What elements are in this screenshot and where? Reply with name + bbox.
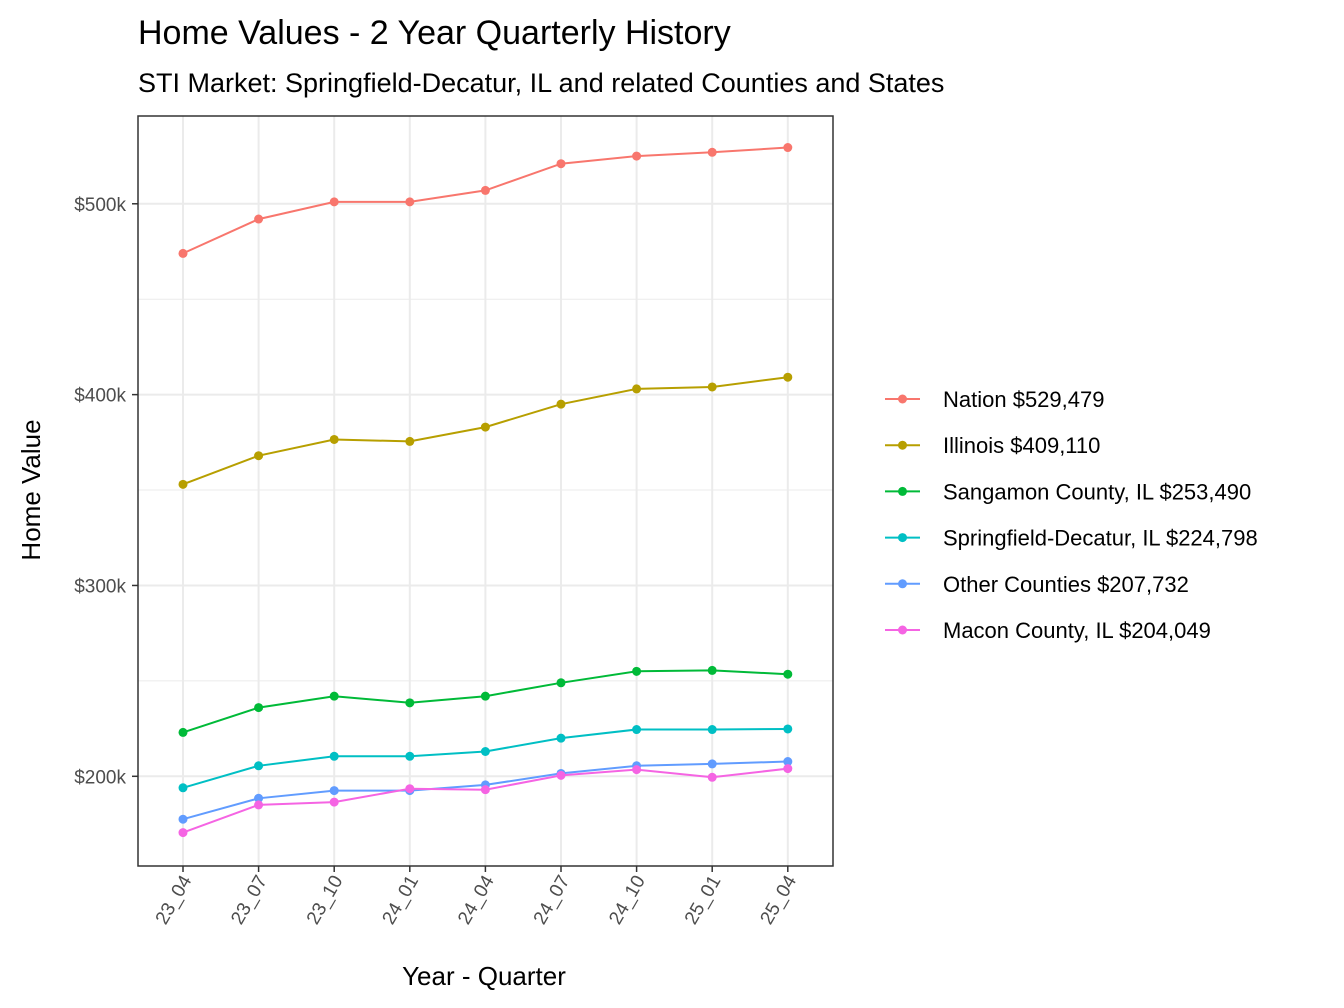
legend-label: Nation $529,479 — [943, 387, 1104, 412]
legend-key-point — [898, 533, 907, 543]
data-point — [556, 770, 566, 780]
legend-label: Springfield-Decatur, IL $224,798 — [943, 526, 1258, 551]
legend-item: Macon County, IL $204,049 — [885, 618, 1211, 643]
y-tick-label: $300k — [74, 576, 126, 597]
legend-key-point — [898, 394, 907, 404]
data-point — [329, 797, 339, 807]
x-tick-label: 24_10 — [605, 872, 650, 928]
y-tick-label: $500k — [74, 195, 126, 216]
legend-key-point — [898, 486, 907, 496]
chart-subtitle: STI Market: Springfield-Decatur, IL and … — [138, 68, 944, 98]
series-illinois — [178, 372, 793, 489]
data-point — [405, 698, 415, 708]
legend-item: Sangamon County, IL $253,490 — [885, 479, 1251, 504]
data-point — [329, 434, 339, 444]
x-tick-label: 23_04 — [152, 872, 197, 929]
data-point — [783, 724, 793, 734]
series-layer — [178, 143, 793, 838]
legend-item: Illinois $409,110 — [885, 433, 1100, 458]
data-point — [632, 765, 642, 775]
x-tick-label: 24_04 — [454, 872, 499, 929]
x-axis: 23_04 23_07 23_10 24_01 24_04 24_07 24_10 25_01… — [152, 866, 802, 929]
data-point — [632, 666, 642, 676]
data-point — [178, 479, 188, 489]
data-point — [254, 793, 264, 803]
chart-title: Home Values - 2 Year Quarterly History — [138, 14, 731, 52]
data-point — [178, 814, 188, 824]
data-point — [632, 151, 642, 161]
x-tick-label: 25_01 — [681, 872, 726, 928]
data-point — [480, 422, 490, 432]
data-point — [405, 436, 415, 446]
data-point — [783, 372, 793, 382]
data-point — [254, 761, 264, 771]
data-point — [178, 727, 188, 737]
x-tick-label: 25_04 — [757, 872, 802, 929]
legend-item: Nation $529,479 — [885, 387, 1104, 412]
data-point — [783, 764, 793, 774]
legend-key-point — [898, 440, 907, 450]
data-point — [480, 785, 490, 795]
data-point — [405, 197, 415, 207]
data-point — [632, 384, 642, 394]
data-point — [632, 725, 642, 735]
data-point — [707, 147, 717, 157]
x-tick-label: 24_07 — [530, 872, 575, 928]
data-point — [405, 751, 415, 761]
y-tick-label: $400k — [74, 386, 126, 407]
legend-label: Sangamon County, IL $253,490 — [943, 479, 1251, 504]
data-point — [480, 691, 490, 701]
data-point — [783, 143, 793, 153]
x-axis-title: Year - Quarter — [402, 961, 566, 991]
legend-key-point — [898, 579, 907, 589]
major-gridlines — [138, 116, 833, 866]
data-point — [254, 451, 264, 461]
legend-key-point — [898, 625, 907, 635]
data-point — [707, 665, 717, 675]
data-point — [707, 382, 717, 392]
data-point — [254, 703, 264, 713]
series-macon-county-il — [178, 764, 793, 838]
data-point — [556, 399, 566, 409]
data-point — [178, 828, 188, 838]
legend-item: Springfield-Decatur, IL $224,798 — [885, 526, 1258, 551]
y-axis-title: Home Value — [16, 419, 46, 560]
data-point — [329, 197, 339, 207]
data-point — [556, 159, 566, 169]
legend-item: Other Counties $207,732 — [885, 572, 1189, 597]
data-point — [707, 759, 717, 769]
x-tick-label: 23_10 — [303, 872, 348, 928]
data-point — [556, 678, 566, 688]
data-point — [254, 800, 264, 810]
data-point — [556, 733, 566, 743]
data-point — [783, 757, 793, 767]
data-point — [329, 691, 339, 701]
y-axis: $200k $300k $400k $500k — [74, 195, 138, 788]
x-tick-label: 23_07 — [227, 872, 272, 928]
x-tick-label: 24_01 — [379, 872, 424, 928]
data-point — [405, 784, 415, 794]
data-point — [480, 746, 490, 756]
data-point — [178, 783, 188, 793]
legend-label: Illinois $409,110 — [943, 433, 1100, 458]
series-nation — [178, 143, 793, 258]
y-tick-label: $200k — [74, 767, 126, 788]
data-point — [329, 751, 339, 761]
data-point — [707, 725, 717, 735]
data-point — [480, 185, 490, 195]
data-point — [254, 214, 264, 224]
series-springfield-decatur-il — [178, 724, 793, 793]
data-point — [707, 772, 717, 782]
data-point — [783, 669, 793, 679]
data-point — [178, 248, 188, 258]
legend: Nation $529,479 Illinois $409,110 Sangamon… — [885, 387, 1258, 643]
series-sangamon-county-il — [178, 665, 793, 737]
data-point — [329, 786, 339, 796]
legend-label: Macon County, IL $204,049 — [943, 618, 1211, 643]
legend-label: Other Counties $207,732 — [943, 572, 1189, 597]
